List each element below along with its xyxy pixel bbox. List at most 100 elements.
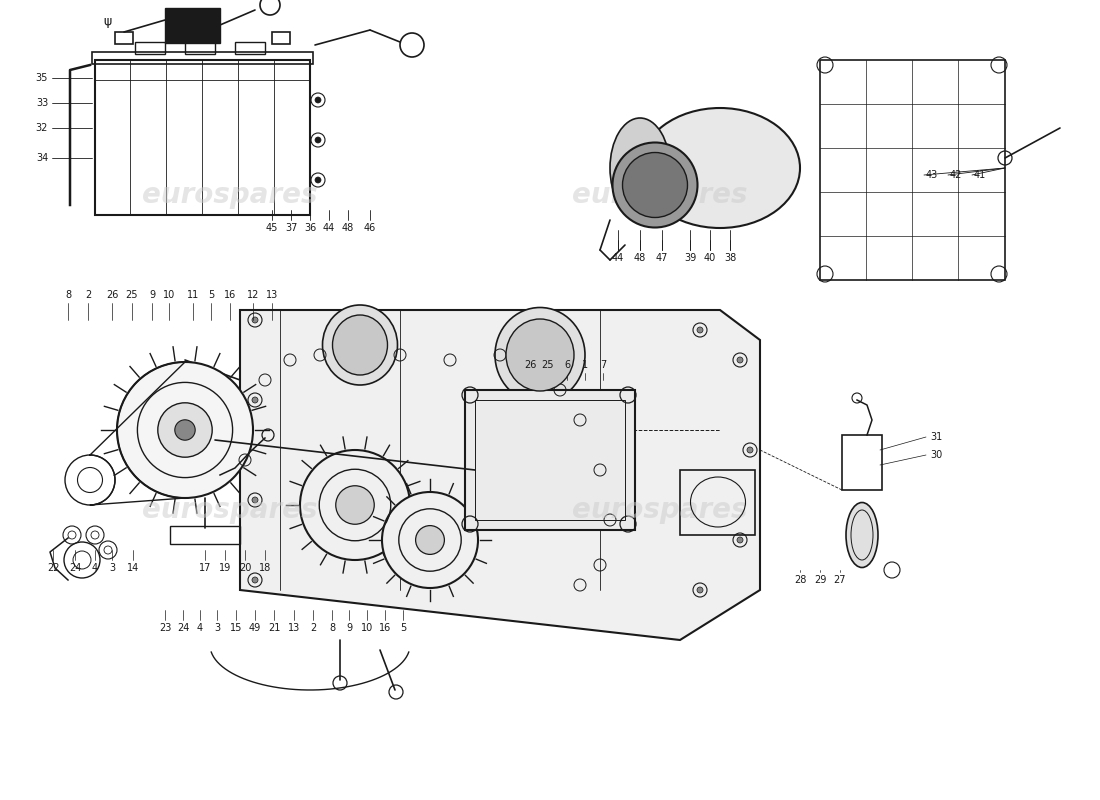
Text: 48: 48 [342, 223, 354, 233]
Text: 49: 49 [249, 623, 261, 633]
Ellipse shape [640, 108, 800, 228]
Text: 29: 29 [814, 575, 826, 585]
Text: 44: 44 [323, 223, 336, 233]
Bar [185, 42, 214, 54]
Text: 47: 47 [656, 253, 668, 263]
Text: 16: 16 [378, 623, 392, 633]
Text: 43: 43 [926, 170, 938, 180]
Circle shape [252, 497, 258, 503]
Text: 8: 8 [329, 623, 336, 633]
Bar [820, 60, 1005, 280]
Ellipse shape [495, 307, 585, 402]
Text: 39: 39 [684, 253, 696, 263]
Text: 6: 6 [564, 360, 570, 370]
Ellipse shape [506, 319, 574, 391]
Text: 41: 41 [974, 170, 986, 180]
Text: 37: 37 [285, 223, 297, 233]
Bar [272, 32, 290, 44]
Text: 10: 10 [361, 623, 373, 633]
Text: 19: 19 [219, 563, 231, 573]
Circle shape [315, 137, 321, 143]
Bar [170, 526, 240, 544]
Text: 28: 28 [794, 575, 806, 585]
Polygon shape [240, 310, 760, 640]
Text: 20: 20 [239, 563, 251, 573]
Text: 1: 1 [582, 360, 588, 370]
Text: 24: 24 [177, 623, 189, 633]
Text: 14: 14 [126, 563, 139, 573]
Circle shape [737, 357, 742, 363]
Text: 9: 9 [148, 290, 155, 300]
Text: 13: 13 [288, 623, 300, 633]
Text: 30: 30 [930, 450, 942, 460]
Text: 26: 26 [106, 290, 118, 300]
Text: 48: 48 [634, 253, 646, 263]
Text: 33: 33 [36, 98, 48, 108]
Circle shape [697, 327, 703, 333]
Ellipse shape [322, 305, 397, 385]
Text: eurospares: eurospares [572, 181, 748, 209]
Circle shape [416, 526, 444, 554]
Text: 32: 32 [36, 123, 48, 133]
Text: eurospares: eurospares [142, 496, 318, 524]
Text: 25: 25 [541, 360, 554, 370]
Circle shape [697, 587, 703, 593]
Text: 16: 16 [224, 290, 236, 300]
Bar [680, 470, 755, 535]
Text: 13: 13 [266, 290, 278, 300]
Bar [135, 42, 165, 54]
Bar [842, 435, 882, 490]
Text: 17: 17 [199, 563, 211, 573]
Ellipse shape [623, 153, 688, 218]
Ellipse shape [846, 502, 878, 567]
Ellipse shape [610, 118, 670, 218]
Bar [235, 42, 265, 54]
Text: 2: 2 [85, 290, 91, 300]
Circle shape [382, 492, 478, 588]
Text: 11: 11 [187, 290, 199, 300]
Text: 40: 40 [704, 253, 716, 263]
Circle shape [252, 317, 258, 323]
Text: 38: 38 [724, 253, 736, 263]
Circle shape [747, 447, 754, 453]
Text: 24: 24 [69, 563, 81, 573]
Text: 9: 9 [345, 623, 352, 633]
Text: 46: 46 [364, 223, 376, 233]
Text: 45: 45 [266, 223, 278, 233]
Circle shape [737, 537, 742, 543]
Text: 26: 26 [524, 360, 536, 370]
Bar [95, 60, 310, 215]
Circle shape [315, 97, 321, 103]
Text: 25: 25 [125, 290, 139, 300]
Ellipse shape [332, 315, 387, 375]
Bar [465, 390, 635, 530]
Text: eurospares: eurospares [572, 496, 748, 524]
Circle shape [300, 450, 410, 560]
Text: 3: 3 [109, 563, 116, 573]
Text: 35: 35 [36, 73, 48, 83]
Text: 5: 5 [400, 623, 406, 633]
Circle shape [117, 362, 253, 498]
Text: 42: 42 [949, 170, 962, 180]
Text: 4: 4 [92, 563, 98, 573]
Text: 10: 10 [163, 290, 175, 300]
Text: ψ: ψ [103, 15, 111, 29]
Text: 4: 4 [197, 623, 204, 633]
Text: 31: 31 [930, 432, 942, 442]
Text: eurospares: eurospares [142, 181, 318, 209]
Circle shape [157, 403, 212, 457]
Text: 2: 2 [310, 623, 316, 633]
Circle shape [252, 397, 258, 403]
Bar [116, 32, 133, 44]
Circle shape [175, 420, 195, 440]
Text: 36: 36 [304, 223, 316, 233]
Circle shape [252, 577, 258, 583]
Text: 34: 34 [36, 153, 48, 163]
Text: 44: 44 [612, 253, 624, 263]
Text: 15: 15 [230, 623, 242, 633]
Text: 23: 23 [158, 623, 172, 633]
Text: 12: 12 [246, 290, 260, 300]
Ellipse shape [613, 142, 697, 227]
Text: 3: 3 [213, 623, 220, 633]
Text: 8: 8 [65, 290, 72, 300]
